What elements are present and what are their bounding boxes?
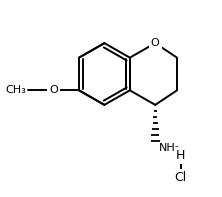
Text: O: O xyxy=(49,85,58,95)
Text: NH₂: NH₂ xyxy=(159,143,180,153)
Text: O: O xyxy=(151,38,160,48)
Text: CH₃: CH₃ xyxy=(6,85,26,95)
Text: Cl: Cl xyxy=(174,171,187,184)
Text: H: H xyxy=(176,149,185,162)
